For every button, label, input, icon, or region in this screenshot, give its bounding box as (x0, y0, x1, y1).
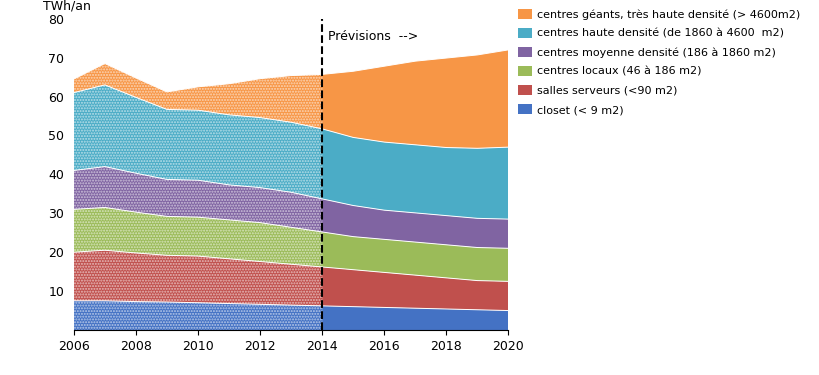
Legend: centres géants, très haute densité (> 4600m2), centres haute densité (de 1860 à : centres géants, très haute densité (> 46… (518, 9, 799, 115)
Text: TWh/an: TWh/an (43, 0, 91, 12)
Text: Prévisions  -->: Prévisions --> (328, 30, 418, 44)
